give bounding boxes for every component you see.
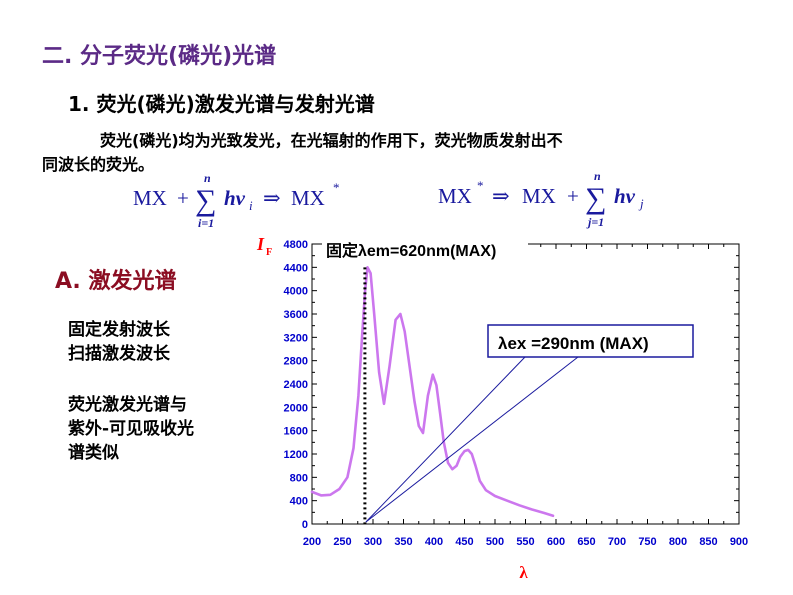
em-label-backing xyxy=(322,238,528,260)
y-tick-label: 400 xyxy=(290,496,308,508)
x-tick-label: 650 xyxy=(577,536,595,548)
chart-frame xyxy=(311,243,740,525)
ex-callout-box xyxy=(487,324,694,358)
x-tick-label: 200 xyxy=(303,536,321,548)
formula-area: MX + n ∑ i=1 hv i ⇒ MX * MX * ⇒ MX + n ∑… xyxy=(133,169,644,230)
y-axis-label-sub: F xyxy=(266,247,272,258)
y-tick-label: 800 xyxy=(290,472,308,484)
formula-ex-rhs: MX xyxy=(291,186,325,210)
formula-em-star: * xyxy=(477,178,484,193)
chart-series xyxy=(310,265,555,518)
x-tick-label: 800 xyxy=(669,536,687,548)
y-tick-label: 3200 xyxy=(284,332,308,344)
x-tick-label: 900 xyxy=(730,536,748,548)
ex-callout-label: λex =290nm (MAX) xyxy=(498,334,649,353)
y-tick-label: 3600 xyxy=(284,309,308,321)
note-similarity-line3: 谱类似 xyxy=(68,443,119,463)
formula-ex-subscript: i xyxy=(249,198,253,213)
formula-em-term: hv xyxy=(614,184,636,208)
y-tick-label: 2800 xyxy=(284,356,308,368)
y-tick-label: 4000 xyxy=(284,286,308,298)
x-tick-label: 500 xyxy=(486,536,504,548)
x-tick-label: 400 xyxy=(425,536,443,548)
x-tick-label: 700 xyxy=(608,536,626,548)
x-tick-label: 350 xyxy=(394,536,412,548)
x-tick-label: 750 xyxy=(638,536,656,548)
formula-em-lhs: MX xyxy=(438,184,472,208)
formula-em-sum-upper: n xyxy=(594,169,601,183)
chart-ticks: 200 250 300 350 400 450 500 550 600 650 700 750 800 8… xyxy=(256,234,748,582)
formula-em-plus: + xyxy=(567,184,579,208)
x-tick-label: 450 xyxy=(455,536,473,548)
x-tick-label: 300 xyxy=(364,536,382,548)
x-axis-label: λ xyxy=(519,563,528,582)
intro-text-line1: 荧光(磷光)均为光致发光，在光辐射的作用下，荧光物质发射出不 xyxy=(100,131,563,150)
y-tick-label: 4400 xyxy=(284,262,308,274)
subsection-title: 1. 荧光(磷光)激发光谱与发射光谱 xyxy=(68,92,375,116)
y-tick-label: 1600 xyxy=(284,426,308,438)
formula-ex-arrow: ⇒ xyxy=(263,186,281,210)
formula-ex-sum-lower: i=1 xyxy=(198,216,214,230)
y-tick-label: 1200 xyxy=(284,449,308,461)
series-line xyxy=(310,265,555,518)
note-similarity-line2: 紫外-可见吸收光 xyxy=(68,419,195,439)
formula-ex-plus: + xyxy=(177,186,189,210)
y-axis-label: I xyxy=(256,234,265,254)
intro-text-line2: 同波长的荧光。 xyxy=(42,155,155,174)
pointer-line-2 xyxy=(365,356,579,523)
pointer-line-1 xyxy=(365,356,526,523)
formula-ex-sum-icon: ∑ xyxy=(195,184,216,217)
note-similarity-line1: 荧光激发光谱与 xyxy=(68,395,187,415)
x-tick-label: 850 xyxy=(699,536,717,548)
x-tick-label: 250 xyxy=(333,536,351,548)
plot-frame xyxy=(311,243,740,525)
y-tick-label: 4800 xyxy=(284,239,308,251)
excitation-spectrum-heading: A. 激发光谱 xyxy=(55,269,177,294)
note-fixed-emission: 固定发射波长 xyxy=(68,320,170,340)
formula-ex-star: * xyxy=(333,180,340,195)
formula-em-sum-lower: j=1 xyxy=(586,215,604,229)
y-tick-label: 2000 xyxy=(284,402,308,414)
chart-overlays: λex =290nm (MAX) 固定λem=620nm(MAX) xyxy=(322,238,694,524)
formula-em-sum-icon: ∑ xyxy=(585,182,606,215)
formula-em-subscript: j xyxy=(638,196,644,211)
formula-ex-term: hv xyxy=(224,186,246,210)
x-tick-label: 600 xyxy=(547,536,565,548)
em-label: 固定λem=620nm(MAX) xyxy=(326,241,496,260)
formula-em-arrow: ⇒ xyxy=(492,184,510,208)
section-title: 二. 分子荧光(磷光)光谱 xyxy=(42,44,277,69)
formula-ex-sum-upper: n xyxy=(204,171,211,185)
x-tick-label: 550 xyxy=(516,536,534,548)
formula-em-rhs: MX xyxy=(522,184,556,208)
note-scan-excitation: 扫描激发波长 xyxy=(68,344,170,364)
y-tick-label: 0 xyxy=(302,519,308,531)
y-tick-label: 2400 xyxy=(284,379,308,391)
formula-ex-lhs: MX xyxy=(133,186,167,210)
